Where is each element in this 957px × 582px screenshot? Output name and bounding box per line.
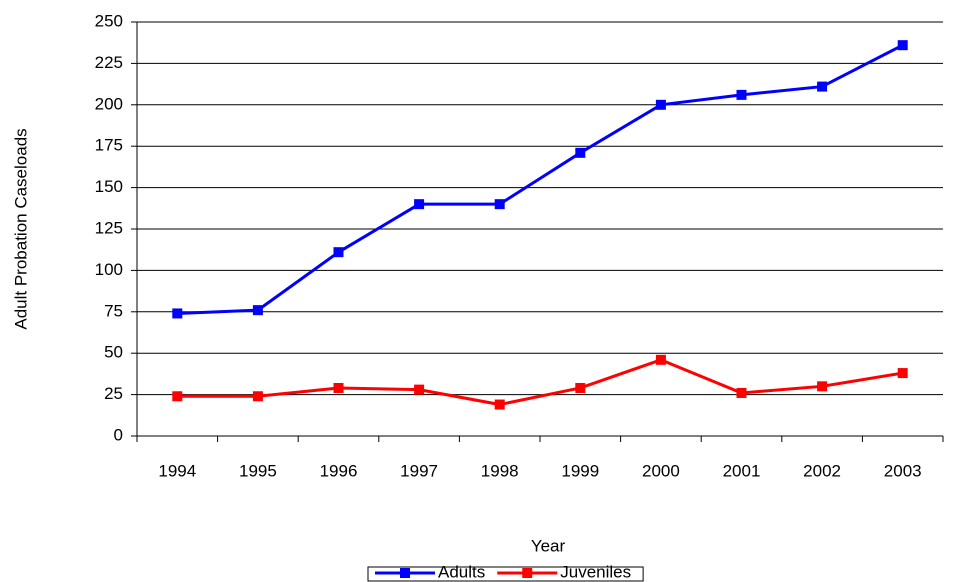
x-tick-label: 2003 — [884, 461, 922, 480]
legend-label: Juveniles — [560, 562, 631, 581]
marker — [897, 368, 908, 379]
x-tick-label: 2002 — [803, 461, 841, 480]
series-line — [177, 43, 904, 315]
legend-marker — [522, 568, 533, 578]
y-tick-label: 250 — [95, 11, 123, 30]
x-tick-label: 2001 — [723, 461, 761, 480]
legend-label: Adults — [438, 562, 485, 581]
marker — [252, 391, 263, 402]
marker — [897, 40, 908, 51]
marker — [494, 199, 505, 210]
y-tick-label: 100 — [95, 260, 123, 279]
x-tick-label: 2000 — [642, 461, 680, 480]
marker — [172, 308, 183, 319]
marker — [736, 387, 747, 398]
y-tick-label: 75 — [104, 301, 123, 320]
y-tick-label: 0 — [114, 425, 123, 444]
x-tick-label: 1997 — [400, 461, 438, 480]
x-tick-label: 1999 — [561, 461, 599, 480]
marker — [414, 384, 425, 395]
x-axis-label: Year — [531, 536, 566, 555]
marker — [736, 89, 747, 100]
marker — [333, 247, 344, 258]
legend-marker — [400, 568, 410, 578]
marker — [817, 381, 828, 392]
marker — [414, 199, 425, 210]
marker — [252, 305, 263, 316]
marker — [655, 354, 666, 365]
y-tick-label: 125 — [95, 218, 123, 237]
x-tick-label: 1998 — [481, 461, 519, 480]
marker — [172, 391, 183, 402]
y-tick-label: 150 — [95, 177, 123, 196]
x-tick-label: 1994 — [158, 461, 196, 480]
marker — [817, 81, 828, 92]
marker — [333, 382, 344, 393]
marker — [494, 399, 505, 410]
y-tick-label: 175 — [95, 136, 123, 155]
x-tick-label: 1996 — [320, 461, 358, 480]
y-axis-label: Adult Probation Caseloads — [11, 128, 30, 329]
y-tick-label: 225 — [95, 53, 123, 72]
marker — [655, 99, 666, 110]
y-tick-label: 25 — [104, 384, 123, 403]
marker — [575, 382, 586, 393]
x-tick-label: 1995 — [239, 461, 277, 480]
series-line — [177, 358, 903, 407]
y-tick-label: 50 — [104, 343, 123, 362]
marker — [575, 147, 586, 158]
y-tick-label: 200 — [95, 94, 123, 113]
